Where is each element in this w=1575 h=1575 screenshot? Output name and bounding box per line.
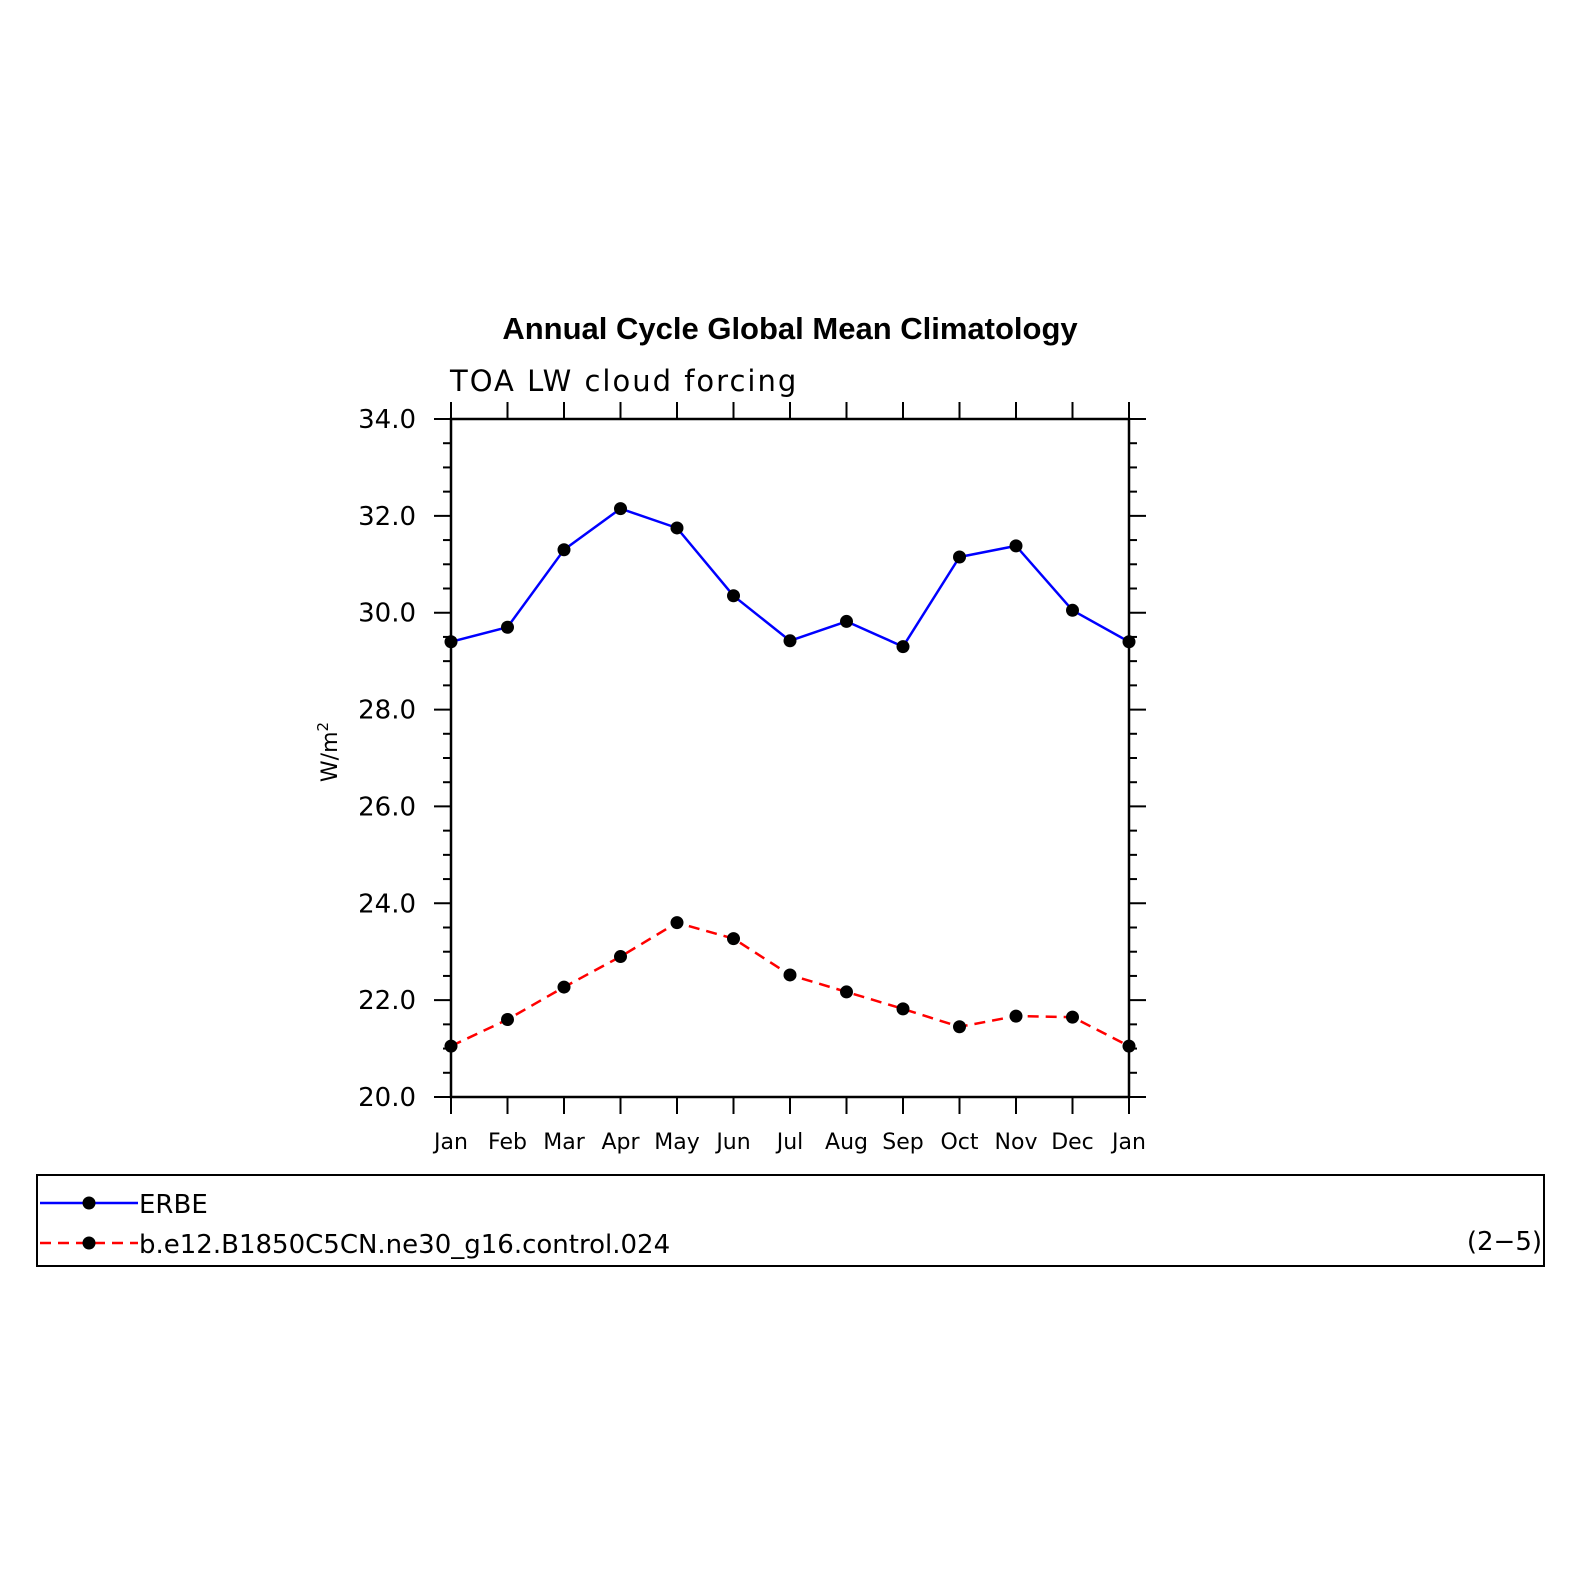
x-tick-label: Aug (825, 1130, 868, 1155)
series-line-1 (450, 921, 1130, 1048)
data-point (953, 550, 966, 564)
data-point (557, 980, 571, 994)
legend-label-1: b.e12.B1850C5CN.ne30_g16.control.024 (139, 1230, 670, 1260)
y-tick-label: 32.0 (358, 502, 416, 532)
data-point (783, 968, 797, 982)
data-point (896, 640, 910, 654)
data-point (953, 1020, 966, 1034)
svg-text:W/m2: W/m2 (314, 722, 343, 782)
data-point (840, 985, 853, 999)
x-tick-label: Mar (543, 1130, 585, 1155)
tick-labels: 20.0 22.0 24.0 26.0 28.0 30.0 32.0 34.0 Jan Feb Ma… (358, 405, 1146, 1155)
y-axis-label-text: W/m (318, 731, 343, 782)
data-point (1066, 603, 1079, 617)
y-axis-label: W/m2 (314, 722, 343, 782)
data-point (501, 620, 514, 634)
x-tick-label: Apr (601, 1130, 640, 1155)
data-point (1009, 1009, 1023, 1023)
legend-box (36, 1174, 1545, 1267)
y-tick-label: 24.0 (358, 889, 416, 919)
data-point (614, 502, 627, 516)
x-tick-label: Jan (1110, 1130, 1146, 1155)
y-tick-label: 28.0 (358, 696, 416, 726)
x-tick-label: Jul (775, 1130, 804, 1155)
legend: ERBE b.e12.B1850C5CN.ne30_g16.control.024… (36, 1174, 1545, 1267)
y-tick-label: 22.0 (358, 986, 416, 1016)
series-line-0 (450, 507, 1130, 648)
legend-marker-0 (82, 1196, 96, 1210)
data-point (670, 916, 684, 930)
data-point (727, 932, 740, 946)
data-point (840, 614, 853, 628)
data-point (1066, 1010, 1079, 1024)
y-tick-label: 34.0 (358, 405, 416, 435)
x-tick-label: Dec (1051, 1130, 1094, 1155)
plot-frame (449, 417, 1131, 1099)
x-tick-label: Oct (940, 1130, 978, 1155)
series-layer (444, 502, 1136, 1053)
x-tick-label: May (654, 1130, 699, 1155)
axis-ticks (434, 402, 1146, 1114)
y-tick-label: 30.0 (358, 599, 416, 629)
legend-label-0: ERBE (139, 1190, 208, 1220)
data-point (783, 634, 797, 648)
chart-title: Annual Cycle Global Mean Climatology (502, 311, 1078, 346)
legend-panel-note: (2−5) (1467, 1227, 1542, 1257)
data-point (670, 521, 684, 535)
legend-marker-1 (82, 1236, 96, 1250)
x-tick-label: Feb (488, 1130, 527, 1155)
data-point (896, 1002, 910, 1016)
chart-subtitle: TOA LW cloud forcing (449, 364, 798, 398)
data-point (1009, 539, 1023, 553)
data-point (501, 1013, 514, 1027)
data-point (614, 950, 627, 964)
y-tick-label: 20.0 (358, 1083, 416, 1113)
data-point (727, 589, 740, 603)
x-tick-label: Jan (432, 1130, 468, 1155)
x-tick-label: Sep (882, 1130, 923, 1155)
y-axis-label-superscript: 2 (314, 722, 332, 732)
y-tick-label: 26.0 (358, 792, 416, 822)
legend-items: ERBE b.e12.B1850C5CN.ne30_g16.control.024 (40, 1190, 670, 1260)
x-tick-label: Nov (995, 1130, 1038, 1155)
x-tick-label: Jun (714, 1130, 750, 1155)
data-point (557, 543, 571, 557)
